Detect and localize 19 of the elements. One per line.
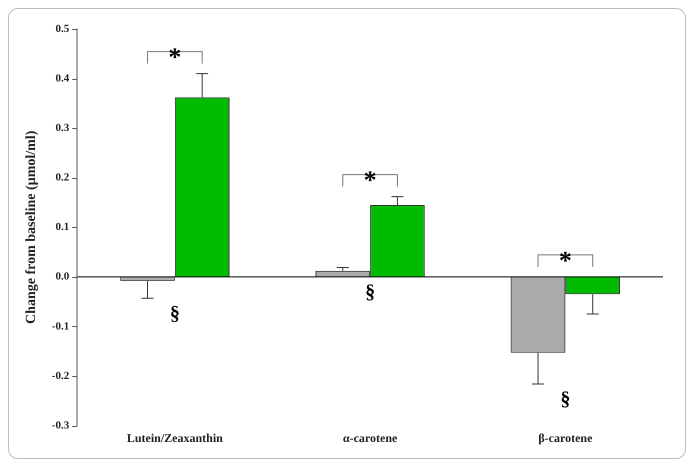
y-tick-label: 0.3 — [55, 122, 70, 134]
y-tick-label: -0.1 — [52, 320, 70, 332]
annotation: § — [365, 281, 376, 304]
annotation: * — [364, 166, 377, 195]
y-tick-label: 0.2 — [55, 172, 70, 184]
annotation: * — [168, 42, 182, 72]
y-tick-label: 0.4 — [55, 72, 70, 84]
y-axis-title: Change from baseline (µmol/ml) — [24, 130, 40, 324]
y-tick-label: -0.2 — [52, 370, 70, 382]
x-tick-label: Lutein/Zeaxanthin — [126, 430, 224, 445]
y-tick-label: -0.3 — [52, 419, 70, 432]
annotation: § — [560, 388, 570, 410]
x-tick-label: α-carotene — [342, 430, 398, 445]
y-tick-label: 0.1 — [55, 221, 70, 234]
y-tick-label: 0.5 — [55, 22, 70, 35]
annotation: * — [558, 246, 572, 275]
x-tick-label: β-carotene — [538, 430, 594, 445]
annotation: § — [170, 302, 180, 324]
y-tick-label: 0.0 — [55, 270, 70, 283]
